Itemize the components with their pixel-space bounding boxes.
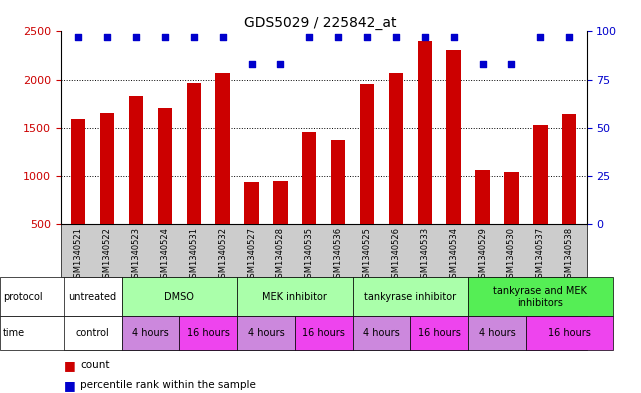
- Bar: [71, 119, 85, 224]
- Point: [160, 34, 170, 40]
- Bar: [504, 172, 519, 224]
- Point: [217, 34, 228, 40]
- Text: 4 hours: 4 hours: [479, 328, 515, 338]
- Text: 16 hours: 16 hours: [303, 328, 345, 338]
- Bar: [187, 83, 201, 224]
- Bar: [388, 73, 403, 224]
- Text: 4 hours: 4 hours: [247, 328, 285, 338]
- Text: untreated: untreated: [69, 292, 117, 302]
- Bar: [476, 170, 490, 224]
- Bar: [244, 182, 259, 224]
- Point: [304, 34, 314, 40]
- Point: [506, 61, 517, 67]
- Point: [188, 34, 199, 40]
- Bar: [331, 140, 345, 224]
- Text: GDS5029 / 225842_at: GDS5029 / 225842_at: [244, 16, 397, 30]
- Bar: [417, 41, 432, 224]
- Text: control: control: [76, 328, 110, 338]
- Text: 16 hours: 16 hours: [418, 328, 461, 338]
- Point: [102, 34, 112, 40]
- Text: 4 hours: 4 hours: [132, 328, 169, 338]
- Point: [131, 34, 141, 40]
- Bar: [533, 125, 547, 224]
- Text: protocol: protocol: [3, 292, 43, 302]
- Point: [333, 34, 344, 40]
- Text: count: count: [80, 360, 110, 371]
- Text: time: time: [3, 328, 26, 338]
- Text: ■: ■: [64, 359, 76, 372]
- Bar: [215, 73, 230, 224]
- Text: tankyrase inhibitor: tankyrase inhibitor: [364, 292, 456, 302]
- Text: 4 hours: 4 hours: [363, 328, 400, 338]
- Bar: [360, 84, 374, 224]
- Point: [420, 34, 430, 40]
- Text: DMSO: DMSO: [164, 292, 194, 302]
- Point: [564, 34, 574, 40]
- Bar: [273, 181, 288, 224]
- Point: [362, 34, 372, 40]
- Point: [391, 34, 401, 40]
- Bar: [302, 132, 317, 224]
- Bar: [562, 114, 576, 224]
- Text: 16 hours: 16 hours: [187, 328, 229, 338]
- Point: [535, 34, 545, 40]
- Bar: [100, 113, 114, 224]
- Text: MEK inhibitor: MEK inhibitor: [262, 292, 328, 302]
- Bar: [158, 108, 172, 224]
- Point: [73, 34, 83, 40]
- Point: [275, 61, 285, 67]
- Text: ■: ■: [64, 378, 76, 392]
- Point: [246, 61, 256, 67]
- Text: 16 hours: 16 hours: [548, 328, 590, 338]
- Bar: [446, 50, 461, 224]
- Text: percentile rank within the sample: percentile rank within the sample: [80, 380, 256, 390]
- Point: [478, 61, 488, 67]
- Point: [449, 34, 459, 40]
- Bar: [129, 96, 143, 224]
- Text: tankyrase and MEK
inhibitors: tankyrase and MEK inhibitors: [494, 286, 587, 307]
